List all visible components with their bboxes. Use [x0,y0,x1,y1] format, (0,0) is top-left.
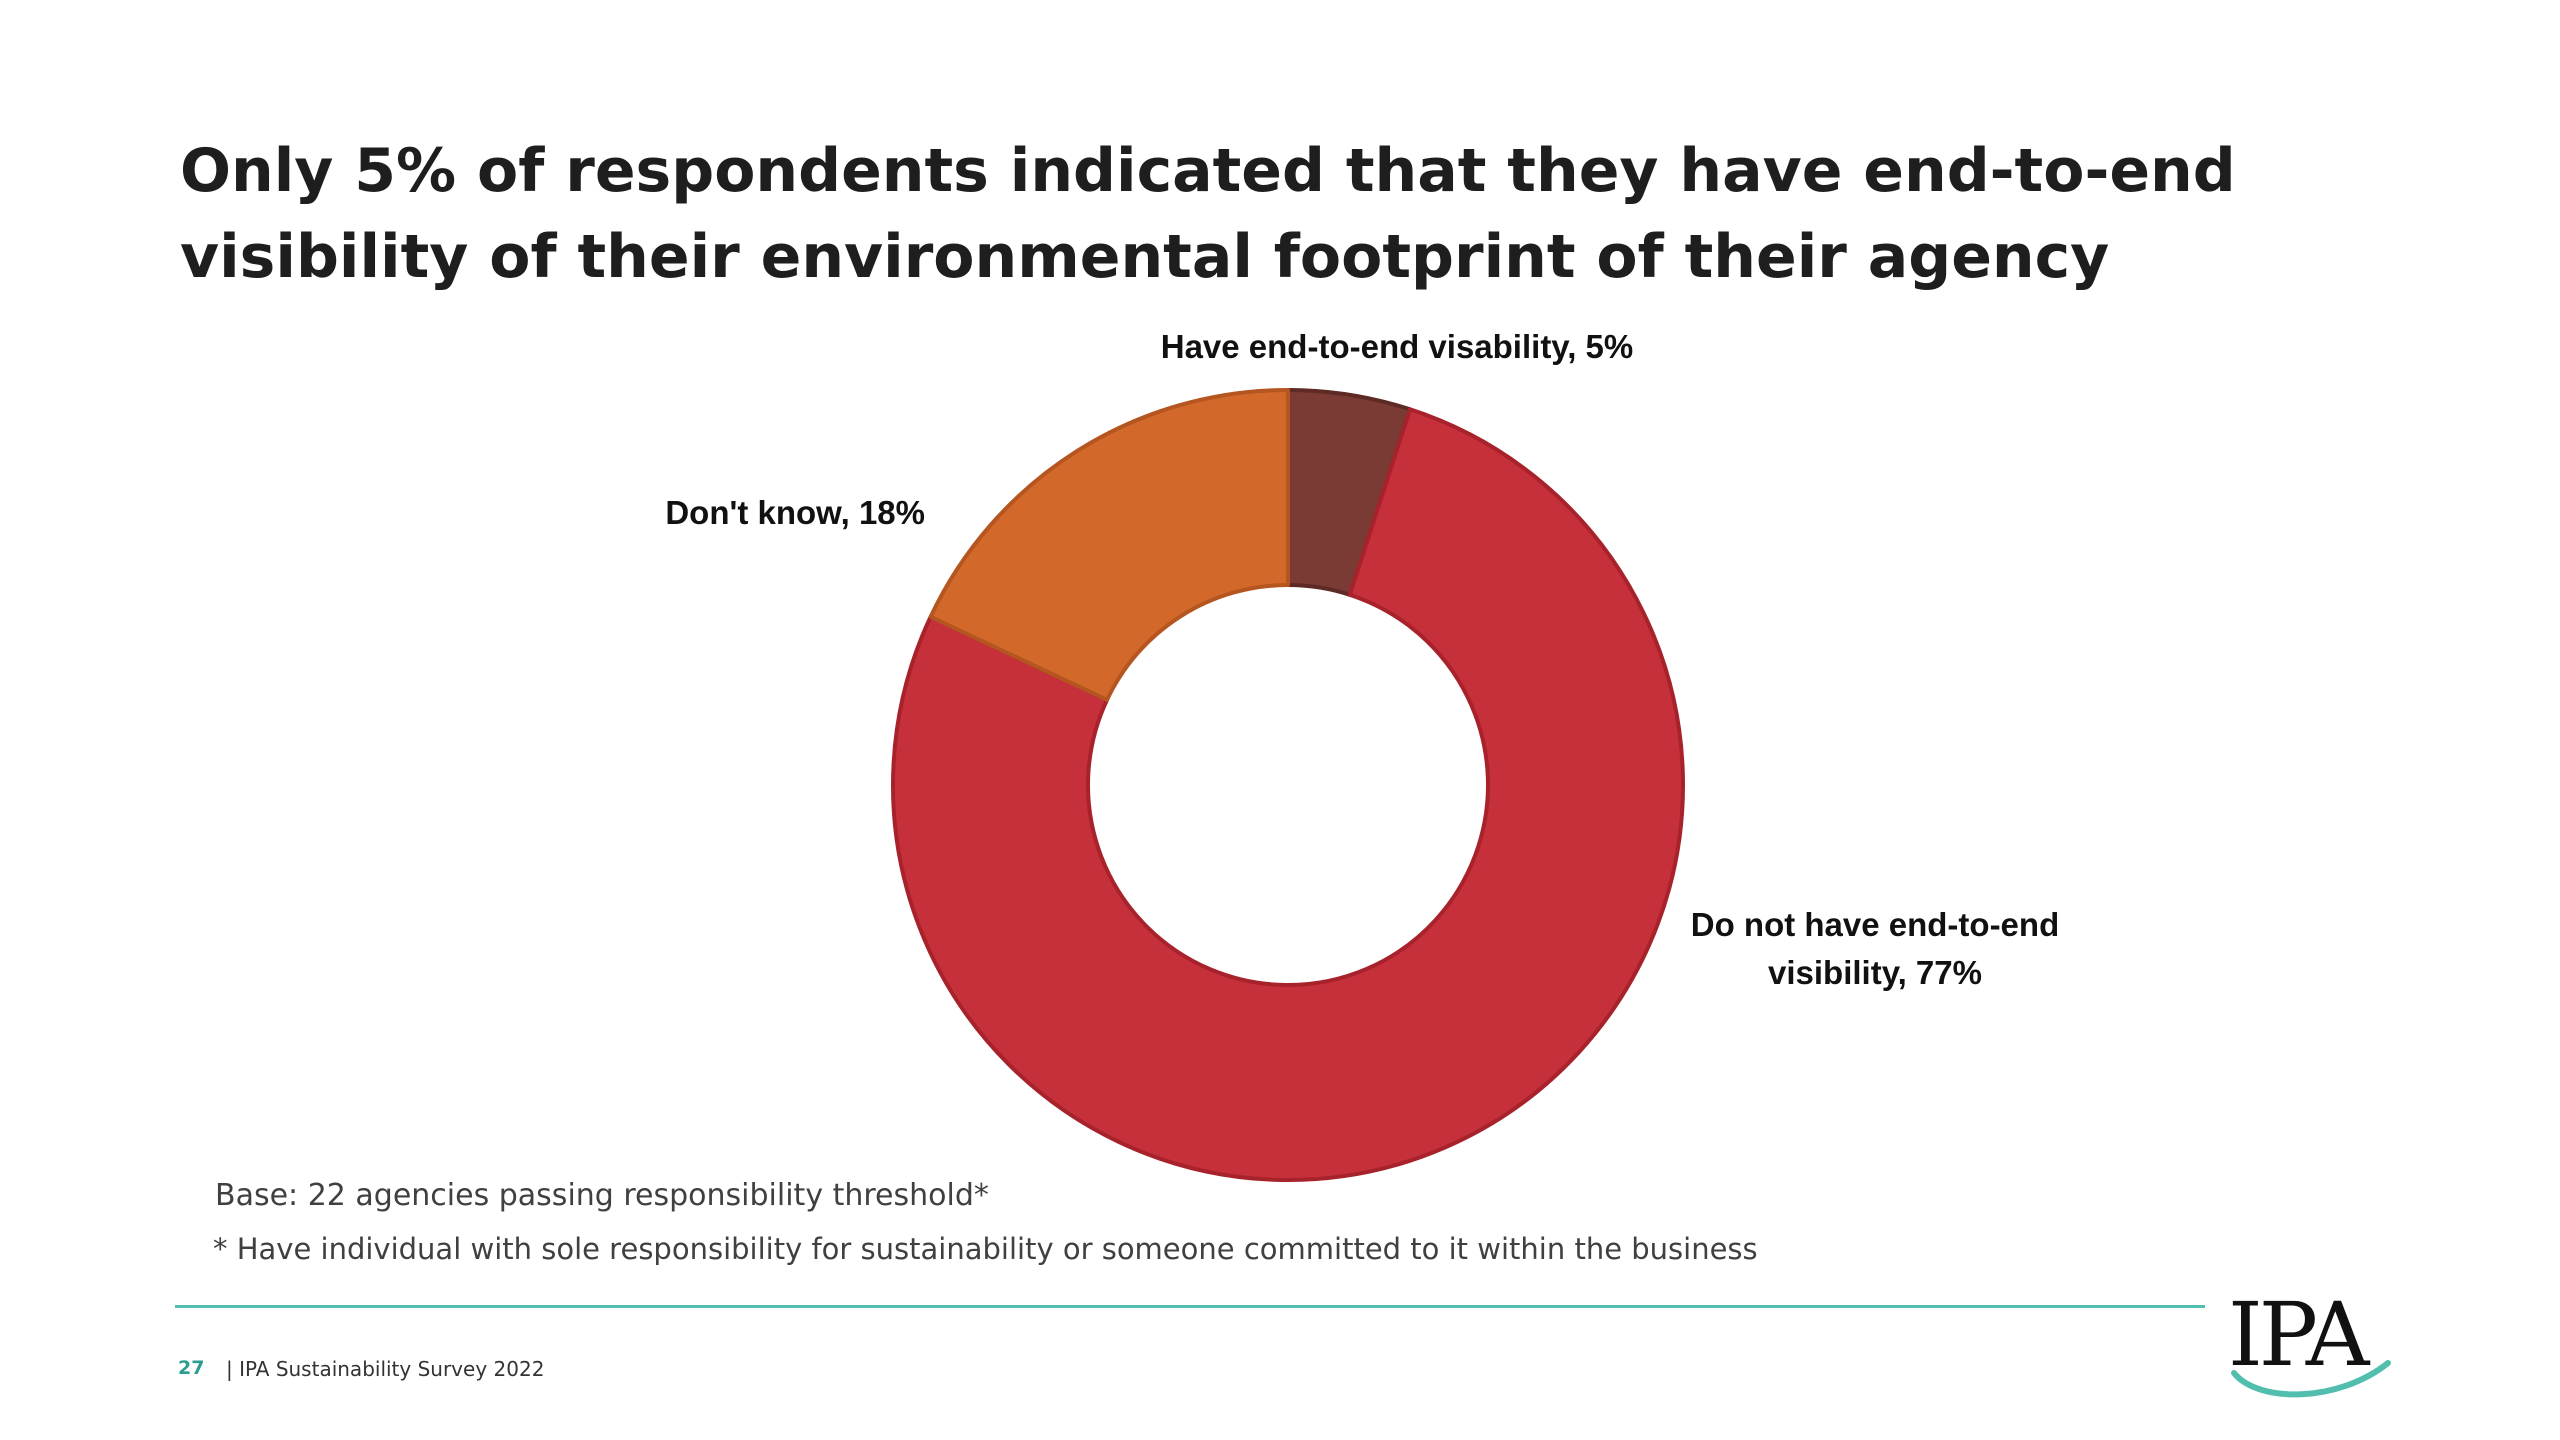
slice-label-have-visibility: Have end-to-end visability, 5% [1161,328,1634,365]
ipa-logo: IPA [2228,1285,2408,1400]
logo-text: IPA [2228,1283,2369,1386]
donut-slices [891,388,1685,1182]
donut-slice-dont-know [928,388,1290,702]
donut-slice-no-visibility [891,407,1685,1182]
footer-divider [175,1305,2205,1308]
footnote: * Have individual with sole responsibili… [213,1232,1758,1266]
base-note: Base: 22 agencies passing responsibility… [215,1178,989,1213]
slice-label-dont-know: Don't know, 18% [665,494,925,531]
logo-swoosh-icon [2231,1360,2391,1398]
slide-title: Only 5% of respondents indicated that th… [180,136,2236,292]
slice-label-no-visibility-line: visibility, 77% [1768,954,1982,991]
slice-label-no-visibility-line: Do not have end-to-end [1691,906,2059,943]
page-number: 27 [178,1357,205,1379]
slice-label-no-visibility: Do not have end-to-end visibility, 77% [1691,906,2059,991]
footer-text: | IPA Sustainability Survey 2022 [226,1357,545,1381]
